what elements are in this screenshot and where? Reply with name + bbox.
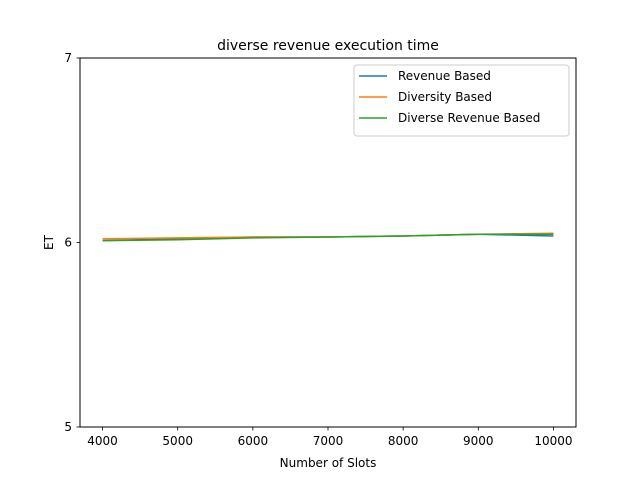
x-tick-label: 10000 [534,434,572,448]
x-tick-label: 4000 [87,434,118,448]
y-tick-label: 7 [64,51,72,65]
x-tick-label: 7000 [313,434,344,448]
legend-label: Diverse Revenue Based [398,111,540,125]
y-tick-label: 5 [64,420,72,434]
chart-title: diverse revenue execution time [217,38,439,54]
x-tick-label: 9000 [463,434,494,448]
legend-label: Revenue Based [398,69,491,83]
series-layer [102,232,554,242]
y-tick-label: 6 [64,236,72,250]
legend-box [353,64,570,137]
x-tick-label: 6000 [238,434,269,448]
y-axis-label: ET [42,234,56,250]
x-axis-label: Number of Slots [280,456,377,470]
legend: Revenue Based Diversity Based Diverse Reve… [353,64,570,137]
series-line-3 [102,233,554,242]
legend-label: Diversity Based [398,90,492,104]
x-axis: 4000 5000 6000 7000 8000 9000 10000 [87,427,573,448]
x-tick-label: 5000 [162,434,193,448]
x-tick-label: 8000 [388,434,419,448]
y-axis: 5 6 7 [64,51,80,434]
